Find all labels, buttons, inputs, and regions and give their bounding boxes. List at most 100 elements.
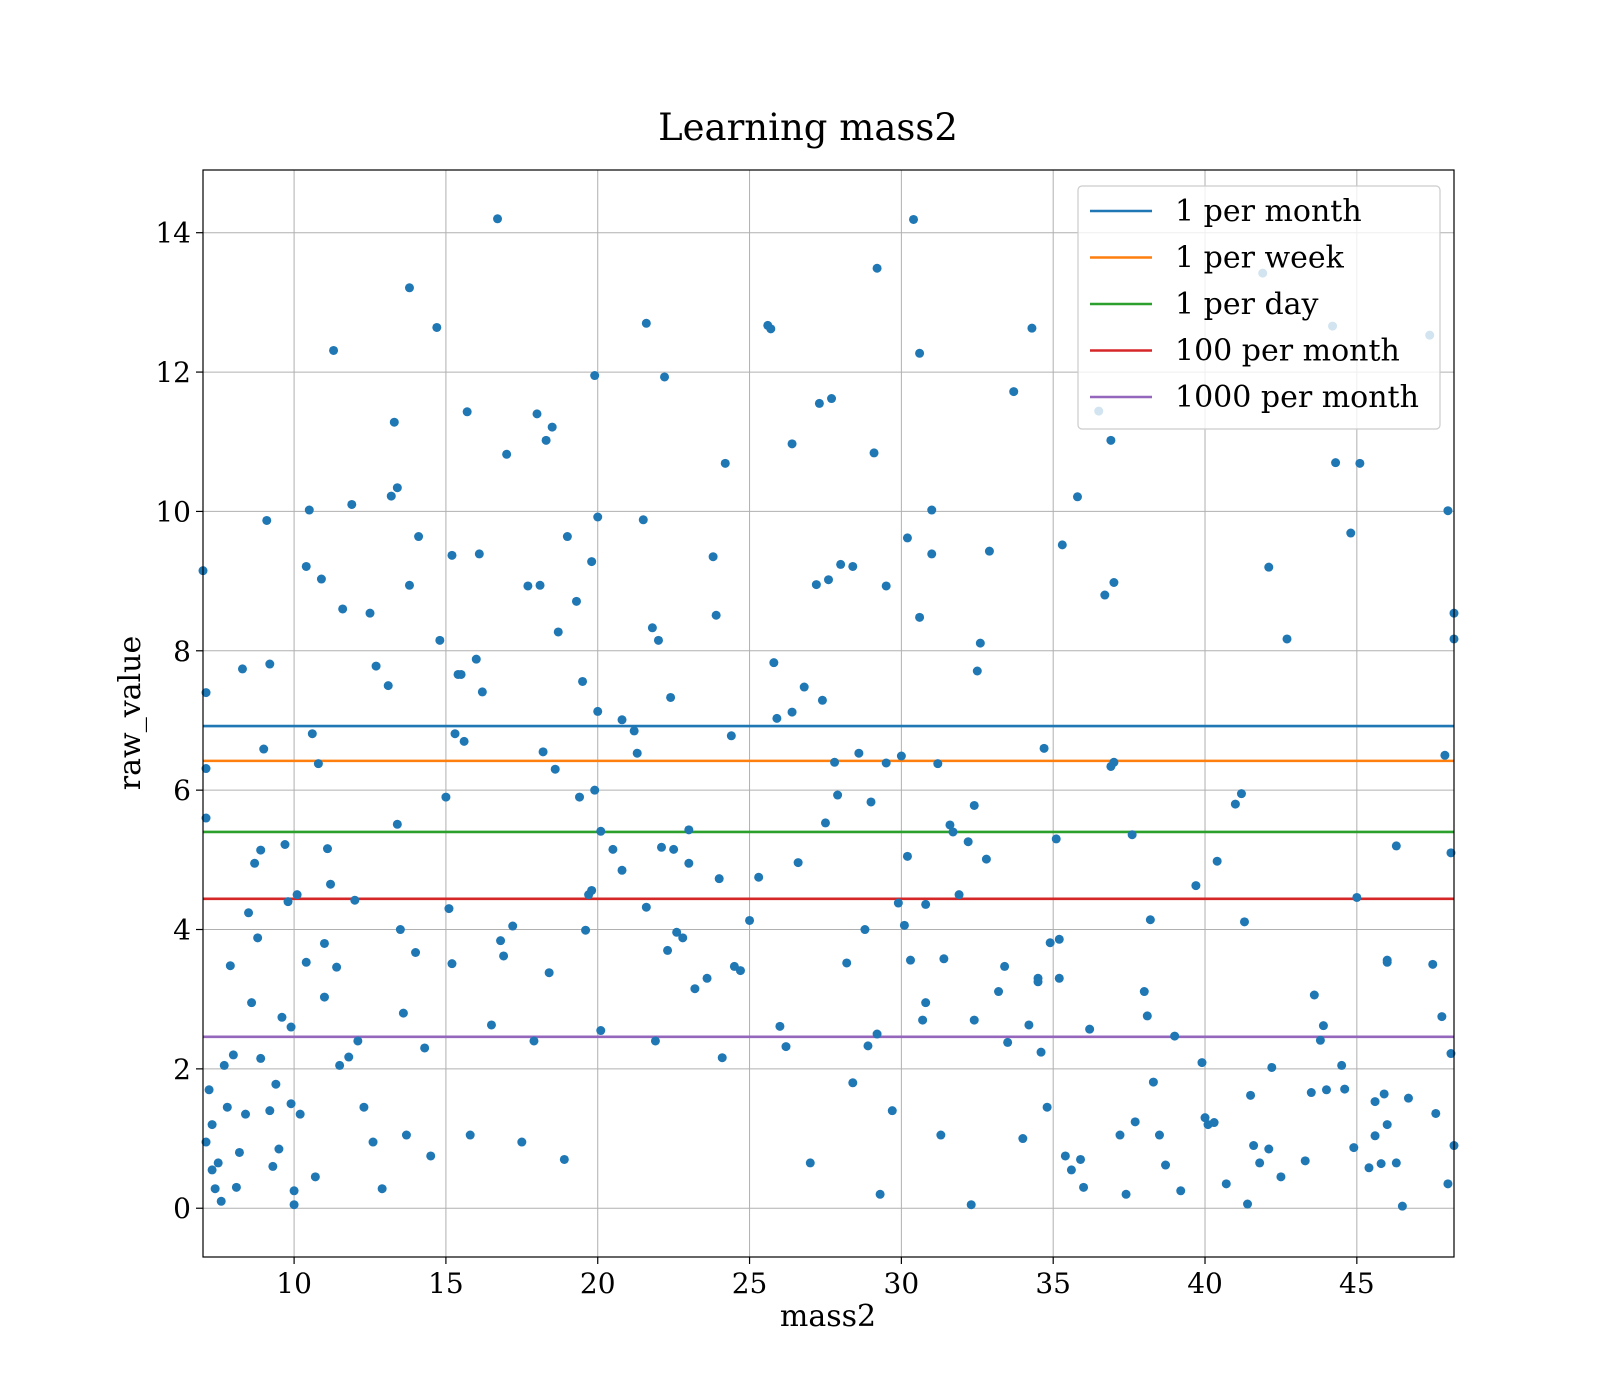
- data-point: [280, 839, 290, 849]
- y-tick-label: 12: [155, 356, 191, 389]
- data-point: [1346, 528, 1356, 538]
- data-point: [814, 398, 824, 408]
- data-point: [1161, 1160, 1171, 1170]
- data-point: [398, 1008, 408, 1018]
- data-point: [244, 908, 254, 918]
- data-point: [893, 898, 903, 908]
- data-point: [817, 695, 827, 705]
- data-point: [915, 612, 925, 622]
- data-point: [820, 818, 830, 828]
- data-point: [1370, 1131, 1380, 1141]
- data-point: [799, 682, 809, 692]
- data-point: [587, 885, 597, 895]
- data-point: [1039, 743, 1049, 753]
- data-point: [824, 575, 833, 585]
- data-point: [921, 899, 931, 909]
- data-point: [1142, 1011, 1152, 1021]
- data-point: [1364, 1163, 1374, 1173]
- data-point: [319, 938, 329, 948]
- data-point: [404, 283, 414, 293]
- data-point: [939, 954, 949, 964]
- data-point: [1197, 1058, 1207, 1068]
- data-point: [869, 448, 879, 458]
- data-point: [465, 1130, 475, 1140]
- data-point: [1443, 506, 1453, 516]
- data-point: [283, 897, 293, 907]
- data-point: [535, 580, 545, 590]
- data-point: [420, 1043, 430, 1053]
- legend-label: 1 per day: [1175, 287, 1319, 322]
- data-point: [225, 961, 235, 971]
- data-point: [896, 751, 906, 761]
- data-point: [1276, 1172, 1286, 1182]
- data-point: [1337, 1060, 1347, 1070]
- data-point: [1249, 1141, 1259, 1151]
- data-point: [872, 1029, 882, 1039]
- y-axis-ticks: 0 2 4 6 8 10 12 14: [155, 217, 203, 1225]
- y-tick-label: 14: [155, 217, 191, 250]
- data-point: [1403, 1093, 1413, 1103]
- x-tick-label: 20: [580, 1267, 616, 1300]
- data-point: [1264, 562, 1274, 572]
- data-point: [836, 559, 846, 569]
- x-tick-label: 45: [1339, 1267, 1375, 1300]
- data-point: [201, 813, 211, 823]
- data-point: [559, 1154, 569, 1164]
- data-point: [881, 581, 891, 591]
- data-point: [307, 729, 317, 739]
- legend-box: [1077, 185, 1441, 430]
- data-point: [921, 998, 931, 1008]
- data-point: [678, 933, 688, 943]
- data-point: [241, 1109, 251, 1119]
- data-point: [386, 491, 396, 501]
- data-point: [1340, 1084, 1350, 1094]
- data-point: [237, 664, 247, 674]
- data-point: [717, 1053, 727, 1063]
- data-point: [672, 927, 682, 937]
- data-point: [304, 505, 314, 515]
- data-point: [927, 505, 937, 515]
- data-point: [414, 532, 424, 542]
- data-point: [216, 1196, 226, 1206]
- data-point: [617, 715, 627, 725]
- data-point: [271, 1079, 281, 1089]
- data-point: [811, 580, 821, 590]
- data-point: [447, 550, 457, 560]
- data-point: [975, 638, 985, 648]
- data-point: [1191, 881, 1201, 891]
- data-point: [1100, 590, 1110, 600]
- data-point: [860, 925, 870, 935]
- data-point: [629, 726, 639, 736]
- data-point: [365, 608, 375, 618]
- data-point: [289, 1200, 299, 1210]
- data-point: [529, 1036, 539, 1046]
- data-point: [945, 820, 955, 830]
- data-point: [590, 371, 600, 381]
- data-point: [368, 1137, 378, 1147]
- data-point: [404, 580, 414, 590]
- data-point: [1236, 789, 1246, 799]
- data-point: [954, 890, 964, 900]
- data-point: [641, 318, 651, 328]
- data-point: [641, 902, 651, 912]
- data-point: [590, 785, 600, 795]
- data-point: [1009, 387, 1019, 397]
- data-point: [833, 790, 843, 800]
- data-point: [344, 1052, 354, 1062]
- data-point: [210, 1184, 220, 1194]
- data-point: [256, 1053, 266, 1063]
- data-point: [830, 757, 840, 767]
- data-point: [550, 764, 560, 774]
- data-point: [502, 449, 512, 459]
- data-point: [1066, 1165, 1076, 1175]
- data-point: [781, 1042, 791, 1052]
- data-point: [1033, 977, 1043, 987]
- data-point: [1027, 323, 1037, 333]
- data-point: [1170, 1031, 1180, 1041]
- data-point: [1355, 458, 1365, 468]
- data-point: [1045, 938, 1055, 948]
- data-point: [1376, 1159, 1386, 1169]
- data-point: [1349, 1143, 1359, 1153]
- data-point: [593, 512, 603, 522]
- data-point: [963, 837, 973, 847]
